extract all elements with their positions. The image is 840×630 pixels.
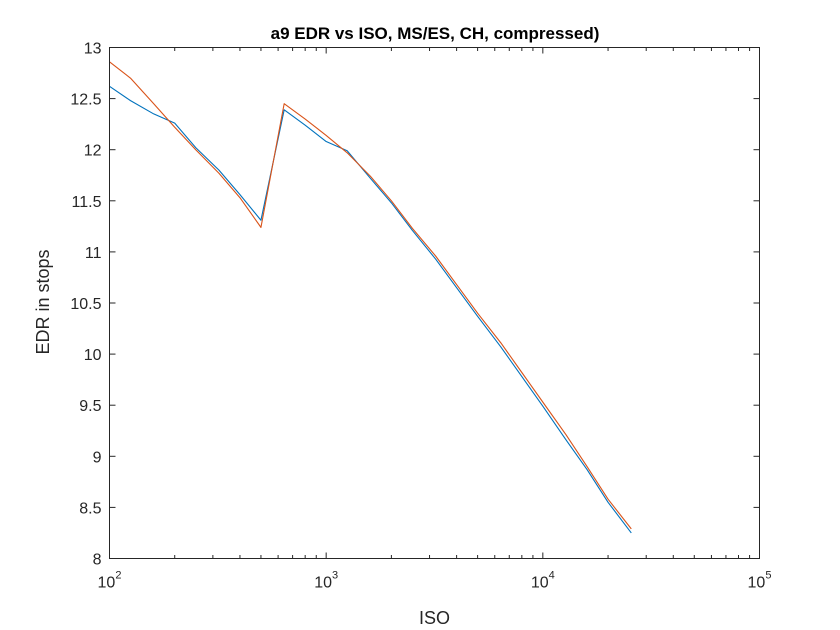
x-tick-exponent: 3 [332, 570, 338, 582]
y-tick-label: 10 [84, 347, 102, 364]
series-line-2 [109, 61, 632, 530]
x-tick-exponent: 2 [115, 570, 121, 582]
series-line-1 [109, 85, 632, 534]
y-tick-label: 10.5 [70, 296, 101, 313]
y-tick-label: 13 [84, 41, 102, 58]
chart-title: a9 EDR vs ISO, MS/ES, CH, compressed) [271, 24, 600, 43]
y-tick-label: 11.5 [72, 194, 102, 211]
x-tick-base: 10 [531, 575, 549, 592]
x-tick-label: 103 [314, 570, 338, 592]
x-tick-base: 10 [748, 575, 766, 592]
y-tick-label: 8 [93, 552, 102, 569]
x-tick-exponent: 4 [549, 570, 555, 582]
x-tick-base: 10 [314, 575, 332, 592]
y-tick-label: 12 [84, 143, 102, 160]
x-axis-label: ISO [419, 608, 450, 628]
x-tick-base: 10 [98, 575, 116, 592]
series-layer [109, 61, 632, 534]
y-tick-label: 9.5 [79, 398, 101, 415]
x-tick-label: 105 [748, 570, 772, 592]
y-tick-label: 11 [85, 245, 102, 262]
y-tick-label: 8.5 [79, 500, 101, 517]
y-tick-label: 12.5 [70, 92, 101, 109]
x-tick-label: 102 [98, 570, 122, 592]
y-axis-label: EDR in stops [33, 249, 53, 354]
axes-box [109, 47, 760, 559]
y-tick-label: 9 [93, 449, 102, 466]
x-tick-label: 104 [531, 570, 555, 592]
x-tick-exponent: 5 [765, 570, 771, 582]
